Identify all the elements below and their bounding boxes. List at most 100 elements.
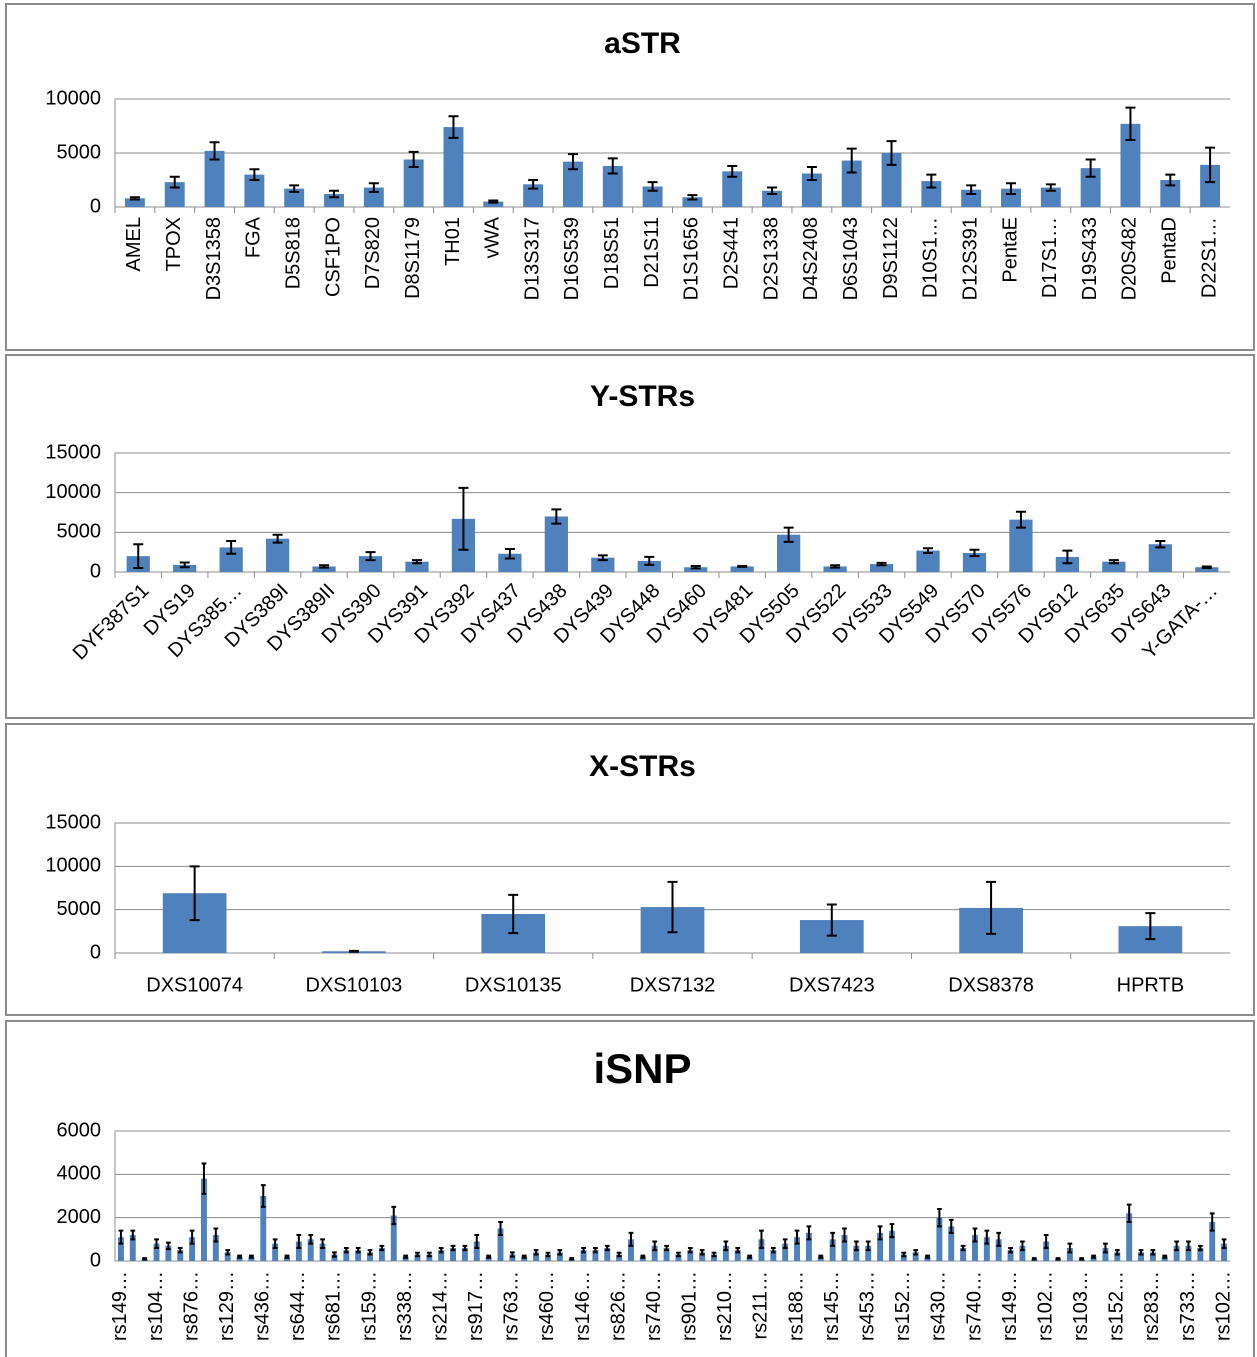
x-tick-label: AMEL — [123, 217, 145, 271]
error-bar — [1174, 1240, 1179, 1252]
error-bar — [521, 1254, 527, 1259]
bar — [628, 1239, 634, 1261]
error-bar — [1126, 1203, 1132, 1223]
y-tick-label: 0 — [90, 195, 101, 217]
error-bar — [1145, 912, 1156, 941]
x-tick-label: rs644… — [287, 1271, 309, 1341]
error-bar — [189, 865, 200, 922]
x-tick-label: PentaE — [999, 217, 1021, 283]
bar — [272, 1243, 279, 1261]
error-bar — [249, 168, 260, 181]
error-bar — [545, 1251, 551, 1258]
error-bar — [1020, 1240, 1025, 1252]
error-bar — [438, 1247, 444, 1254]
x-tick-label: rs338… — [394, 1271, 416, 1341]
error-bar — [767, 186, 778, 196]
x-tick-label: D21S11 — [641, 217, 663, 288]
y-tick-label: 5000 — [57, 898, 102, 920]
x-tick-label: TPOX — [163, 217, 185, 271]
error-bar — [667, 880, 678, 934]
y-tick-label: 0 — [90, 1249, 101, 1271]
error-bar — [142, 1257, 148, 1261]
bar — [1043, 1241, 1050, 1261]
x-tick-label: rs188… — [785, 1271, 807, 1341]
x-tick-label: D3S1358 — [203, 217, 225, 300]
bar — [604, 1248, 611, 1261]
bar — [533, 1252, 540, 1261]
error-bar — [249, 1254, 254, 1259]
x-tick-label: DXS10135 — [465, 974, 562, 996]
x-tick-label: rs104… — [145, 1271, 167, 1341]
x-tick-label: rs681… — [323, 1271, 345, 1341]
error-bar — [272, 1238, 278, 1249]
error-bar — [1085, 158, 1096, 178]
bar — [1090, 1256, 1097, 1261]
y-tick-label: 15000 — [45, 811, 101, 833]
bar — [473, 1241, 480, 1261]
panel — [5, 354, 1255, 719]
error-bar — [770, 1247, 776, 1254]
error-bar — [533, 1249, 539, 1256]
error-bar — [877, 1225, 883, 1241]
error-bar — [118, 1229, 124, 1245]
y-tick-label: 5000 — [57, 521, 102, 543]
error-bar — [1162, 1254, 1168, 1259]
bar — [358, 556, 383, 572]
error-bar — [237, 1254, 242, 1259]
bar — [722, 1245, 729, 1261]
bar — [355, 1250, 362, 1261]
error-bar — [201, 1162, 207, 1195]
x-tick-label: PentaD — [1159, 217, 1181, 284]
error-bar — [616, 1251, 622, 1258]
bar — [782, 1243, 789, 1261]
error-bar — [355, 1247, 361, 1254]
x-tick-label: D10S1… — [920, 217, 942, 298]
bar — [962, 552, 987, 572]
x-tick-label: D2S1338 — [760, 217, 782, 300]
x-tick-label: rs129… — [216, 1271, 238, 1341]
error-bar — [996, 1231, 1002, 1247]
x-tick-label: vWA — [482, 216, 504, 258]
bar — [405, 561, 429, 572]
error-bar — [664, 1244, 669, 1252]
panel — [5, 723, 1255, 1016]
bar — [746, 1256, 753, 1261]
bar — [758, 1239, 765, 1261]
bar — [1055, 556, 1080, 572]
error-bar — [567, 153, 578, 171]
x-tick-label: rs146… — [572, 1271, 594, 1341]
bar — [877, 1232, 884, 1261]
x-tick-label: DXS10074 — [146, 974, 243, 996]
bar — [426, 1254, 433, 1261]
error-bar — [759, 1229, 764, 1249]
error-bar — [411, 559, 422, 565]
bar — [591, 557, 615, 572]
bar — [777, 534, 801, 572]
bar — [637, 560, 661, 572]
bar — [284, 188, 305, 207]
error-bar — [1005, 182, 1016, 196]
bar — [544, 516, 568, 572]
x-tick-label: rs740… — [643, 1271, 665, 1341]
error-bar — [177, 1247, 183, 1254]
error-bar — [687, 1247, 693, 1254]
bar — [403, 159, 424, 207]
bar — [592, 1250, 599, 1261]
error-bar — [403, 1254, 408, 1259]
error-bar — [179, 561, 190, 569]
bar — [1149, 1252, 1156, 1261]
x-tick-label: DXS10103 — [306, 974, 403, 996]
error-bar — [226, 540, 237, 555]
error-bar — [289, 184, 300, 193]
error-bar — [1209, 1212, 1215, 1232]
x-tick-label: D22S1… — [1198, 217, 1220, 298]
error-bar — [1062, 549, 1073, 565]
bar — [805, 1232, 812, 1261]
error-bar — [865, 1240, 871, 1252]
bar — [438, 1250, 445, 1261]
error-bar — [782, 1238, 788, 1249]
panel — [5, 1020, 1255, 1357]
error-bar — [737, 565, 748, 568]
error-bar — [169, 175, 180, 189]
bar — [730, 566, 754, 572]
